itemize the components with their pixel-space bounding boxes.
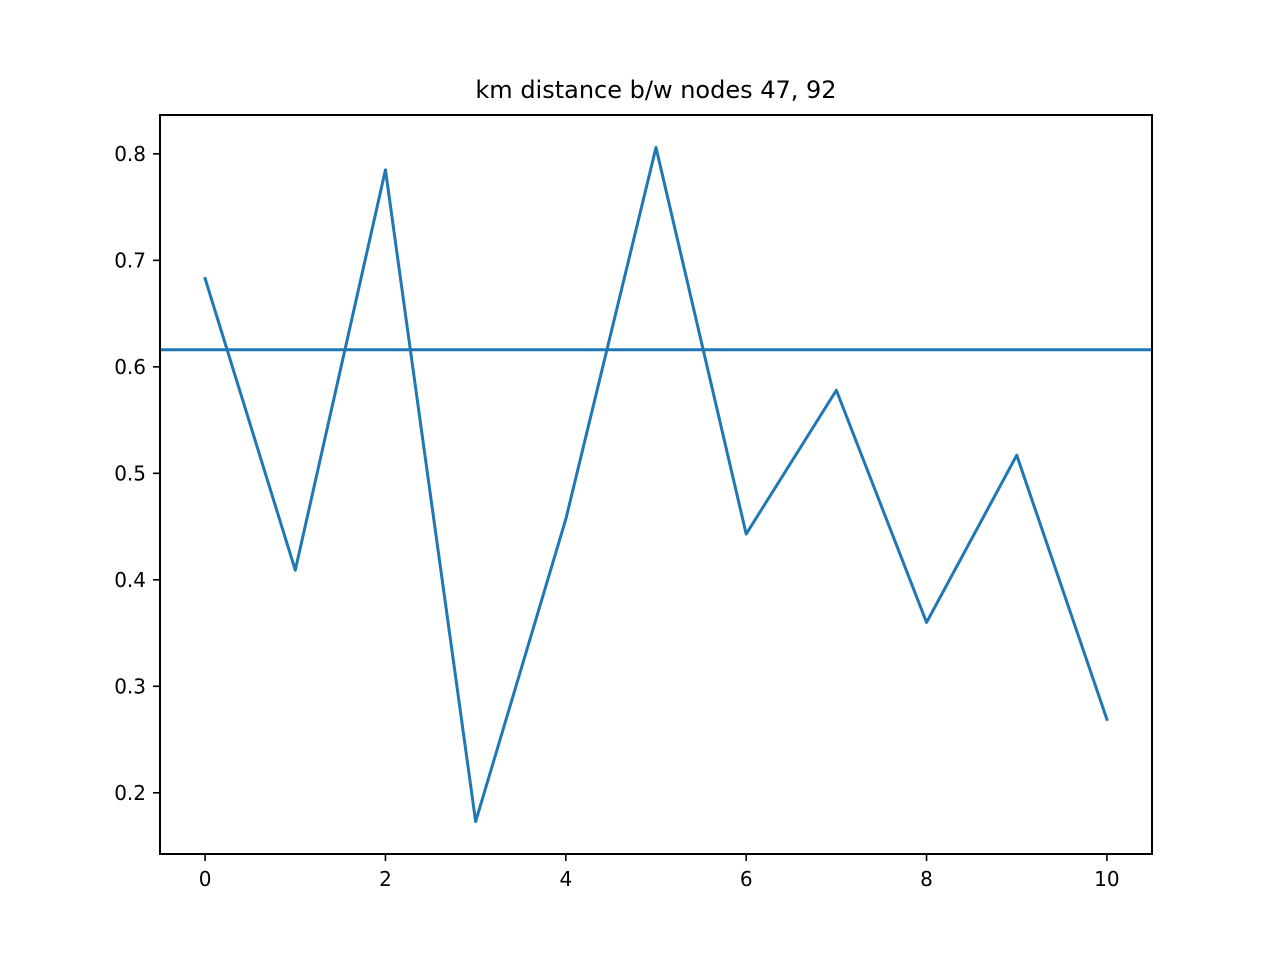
x-tick-label: 10 — [1094, 867, 1119, 891]
chart-title: km distance b/w nodes 47, 92 — [475, 76, 836, 104]
plot-area: 0 2 4 6 8 10 0.2 0.3 0.4 0.5 0.6 0.7 0.8 — [114, 114, 1153, 891]
x-tick-label: 8 — [920, 867, 933, 891]
y-tick-label: 0.2 — [114, 781, 146, 805]
x-tick-label: 0 — [199, 867, 212, 891]
y-tick-label: 0.5 — [114, 461, 146, 485]
y-tick-label: 0.3 — [114, 674, 146, 698]
series-line — [203, 145, 1109, 824]
y-tick-label: 0.4 — [114, 568, 146, 592]
x-tick-label: 6 — [740, 867, 753, 891]
plot-frame — [159, 114, 1153, 855]
y-tick-label: 0.8 — [114, 142, 146, 166]
y-tick-label: 0.7 — [114, 248, 146, 272]
x-tick-label: 2 — [379, 867, 392, 891]
x-tick-label: 4 — [559, 867, 572, 891]
y-tick-label: 0.6 — [114, 355, 146, 379]
